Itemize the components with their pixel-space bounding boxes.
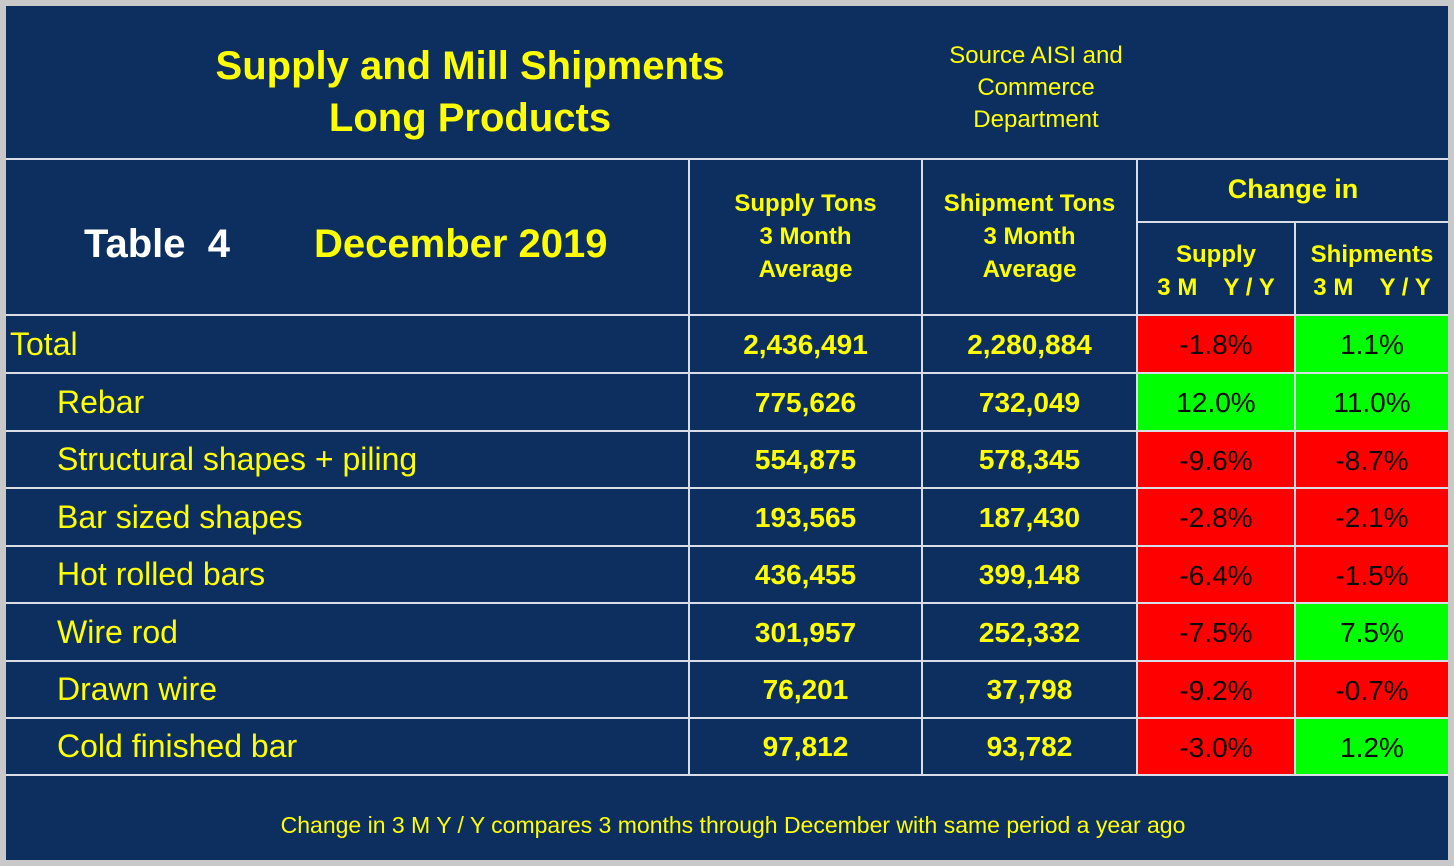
cell-shipments-change-hot-rolled-bars: -1.5% xyxy=(1296,547,1448,602)
cell-shipment-bar-sized-shapes: 187,430 xyxy=(978,502,1081,533)
column-header-shipments-change-line-1: Shipments xyxy=(1310,241,1434,268)
divider-row-5 xyxy=(6,602,1448,604)
cell-shipments-change-total: 1.1% xyxy=(1296,316,1448,372)
cell-shipment-wire-rod: 252,332 xyxy=(978,617,1081,648)
title-line-1: Supply and Mill Shipments xyxy=(215,44,725,88)
column-header-shipments-change: Shipments 3 M Y / Y xyxy=(1296,238,1448,304)
cell-supply-change-wire-rod: -7.5% xyxy=(1138,604,1294,660)
row-label-wire-rod: Wire rod xyxy=(57,614,178,650)
divider-change-in xyxy=(1138,221,1448,223)
source-line-2: Commerce xyxy=(977,74,1095,101)
cell-shipment-drawn-wire: 37,798 xyxy=(986,674,1073,705)
divider-col-supply xyxy=(688,158,690,776)
column-header-supply-line-2: 3 Month xyxy=(759,223,852,250)
column-header-supply-line-1: Supply Tons xyxy=(734,190,877,217)
column-header-shipment-line-1: Shipment Tons xyxy=(943,190,1116,217)
cell-supply-bar-sized-shapes: 193,565 xyxy=(754,502,857,533)
divider-row-4 xyxy=(6,545,1448,547)
cell-supply-change-hot-rolled-bars: -6.4% xyxy=(1138,547,1294,602)
row-label-drawn-wire: Drawn wire xyxy=(57,671,218,707)
cell-shipments-change-cold-finished-bar: 1.2% xyxy=(1296,719,1448,774)
divider-header xyxy=(6,158,1448,160)
row-label-total: Total xyxy=(10,326,78,362)
divider-row-2 xyxy=(6,430,1448,432)
footnote: Change in 3 M Y / Y compares 3 months th… xyxy=(280,812,1186,838)
divider-col-change xyxy=(1136,158,1138,776)
column-header-supply-line-3: Average xyxy=(758,256,853,283)
row-label-bar-sized-shapes: Bar sized shapes xyxy=(57,499,303,535)
column-header-supply-change-line-2: 3 M Y / Y xyxy=(1157,274,1275,301)
cell-supply-change-total: -1.8% xyxy=(1138,316,1294,372)
cell-shipment-rebar: 732,049 xyxy=(978,387,1081,418)
report-date: December 2019 xyxy=(314,222,608,266)
divider-col-shipment xyxy=(921,158,923,776)
source-line-1: Source AISI and xyxy=(949,42,1123,69)
cell-supply-hot-rolled-bars: 436,455 xyxy=(754,559,857,590)
source-line-3: Department xyxy=(973,106,1099,133)
cell-shipments-change-structural-shapes: -8.7% xyxy=(1296,432,1448,487)
cell-shipments-change-rebar: 11.0% xyxy=(1296,374,1448,430)
cell-supply-change-cold-finished-bar: -3.0% xyxy=(1138,719,1294,774)
cell-shipment-cold-finished-bar: 93,782 xyxy=(986,731,1073,762)
source-note: Source AISI and Commerce Department xyxy=(906,40,1166,136)
cell-supply-change-structural-shapes: -9.6% xyxy=(1138,432,1294,487)
cell-shipments-change-wire-rod: 7.5% xyxy=(1296,604,1448,660)
title-line-2: Long Products xyxy=(328,96,612,140)
cell-supply-change-drawn-wire: -9.2% xyxy=(1138,662,1294,717)
row-label-structural-shapes: Structural shapes + piling xyxy=(57,441,418,477)
cell-shipment-structural-shapes: 578,345 xyxy=(978,444,1081,475)
cell-supply-rebar: 775,626 xyxy=(754,387,857,418)
row-label-cold-finished-bar: Cold finished bar xyxy=(57,728,298,764)
column-header-shipment-line-3: Average xyxy=(982,256,1077,283)
table-number: Table 4 xyxy=(84,222,230,266)
cell-shipment-hot-rolled-bars: 399,148 xyxy=(978,559,1081,590)
divider-row-7 xyxy=(6,717,1448,719)
cell-supply-structural-shapes: 554,875 xyxy=(754,444,857,475)
cell-supply-cold-finished-bar: 97,812 xyxy=(762,731,849,762)
column-header-shipments-change-line-2: 3 M Y / Y xyxy=(1313,274,1431,301)
divider-col-shipments-change xyxy=(1294,222,1296,776)
divider-row-1 xyxy=(6,372,1448,374)
column-header-supply-change-line-1: Supply xyxy=(1175,241,1256,268)
divider-table-bottom xyxy=(6,774,1448,776)
column-header-shipment: Shipment Tons 3 Month Average xyxy=(923,187,1136,286)
row-label-rebar: Rebar xyxy=(57,384,145,420)
cell-shipments-change-bar-sized-shapes: -2.1% xyxy=(1296,489,1448,545)
cell-supply-change-bar-sized-shapes: -2.8% xyxy=(1138,489,1294,545)
column-header-shipment-line-2: 3 Month xyxy=(983,223,1076,250)
column-header-change-in: Change in xyxy=(1227,174,1359,204)
cell-supply-wire-rod: 301,957 xyxy=(754,617,857,648)
cell-supply-total: 2,436,491 xyxy=(743,329,868,360)
cell-shipments-change-drawn-wire: -0.7% xyxy=(1296,662,1448,717)
divider-row-3 xyxy=(6,487,1448,489)
page-title: Supply and Mill Shipments Long Products xyxy=(100,40,840,144)
divider-column-headers xyxy=(6,314,1448,316)
cell-supply-change-rebar: 12.0% xyxy=(1138,374,1294,430)
column-header-supply: Supply Tons 3 Month Average xyxy=(690,187,921,286)
divider-row-6 xyxy=(6,660,1448,662)
cell-shipment-total: 2,280,884 xyxy=(967,329,1092,360)
cell-supply-drawn-wire: 76,201 xyxy=(762,674,849,705)
column-header-supply-change: Supply 3 M Y / Y xyxy=(1138,238,1294,304)
row-label-hot-rolled-bars: Hot rolled bars xyxy=(57,556,266,592)
